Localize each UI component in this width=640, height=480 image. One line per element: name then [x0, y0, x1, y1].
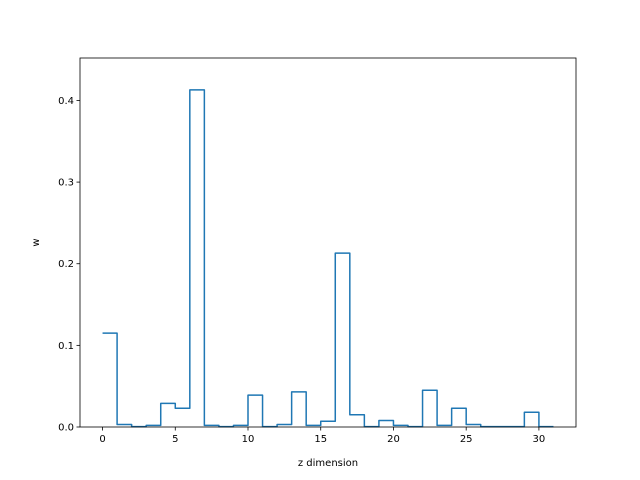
y-tick-label: 0.3: [58, 178, 74, 189]
x-tick-label: 15: [314, 434, 327, 445]
y-axis-label: w: [31, 238, 42, 246]
y-tick-label: 0.0: [58, 423, 74, 434]
series-layer: [102, 89, 554, 428]
x-tick-label: 10: [242, 434, 255, 445]
series-step-line: [102, 89, 554, 428]
y-tick-label: 0.1: [58, 341, 74, 352]
x-axis-ticks: 0 5 10 15 20 25 30: [99, 427, 545, 445]
x-axis-label: z dimension: [298, 458, 358, 469]
y-tick-label: 0.4: [58, 96, 74, 107]
x-tick-label: 20: [387, 434, 400, 445]
plot-frame: [79, 57, 577, 428]
x-tick-label: 0: [99, 434, 105, 445]
y-tick-label: 0.2: [58, 259, 74, 270]
x-tick-label: 25: [460, 434, 473, 445]
y-axis-ticks: 0.0 0.1 0.2 0.3 0.4: [58, 96, 80, 434]
x-tick-label: 30: [533, 434, 546, 445]
x-tick-label: 5: [172, 434, 178, 445]
